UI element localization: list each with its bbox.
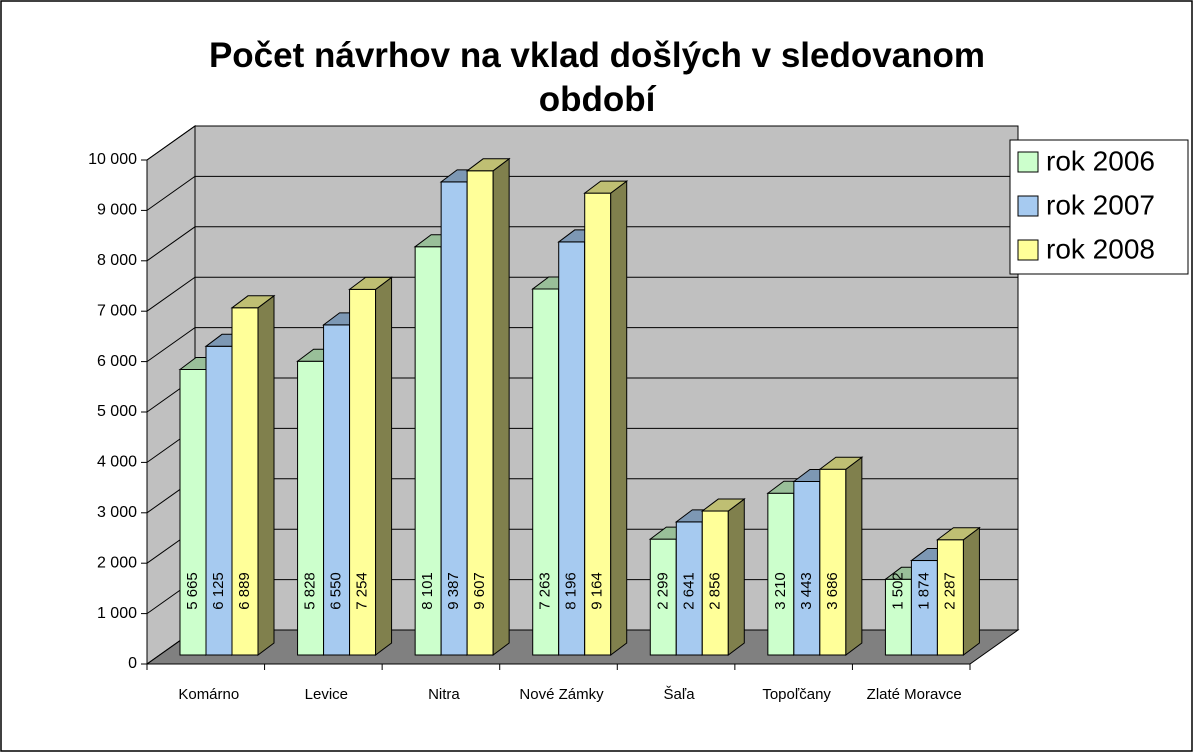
bar-top xyxy=(583,180,629,194)
legend-swatch xyxy=(1017,151,1039,173)
y-tick-label: 5 000 xyxy=(97,403,137,420)
bar-front xyxy=(819,468,847,656)
bar-top xyxy=(700,498,746,512)
x-tick-label: Nové Zámky xyxy=(519,686,604,703)
data-label: 7 254 xyxy=(354,572,371,610)
x-tick-label: Šaľa xyxy=(663,686,695,703)
data-label: 2 641 xyxy=(680,572,697,610)
bar-side xyxy=(610,180,628,656)
legend-swatch xyxy=(1017,239,1039,261)
bar-side xyxy=(375,276,393,656)
grid-line xyxy=(146,276,1018,312)
bar-front xyxy=(532,288,560,656)
legend-label: rok 2008 xyxy=(1046,233,1155,264)
bar xyxy=(230,294,276,656)
grid-line xyxy=(146,327,1018,363)
grid-line xyxy=(146,226,1018,262)
data-label: 9 607 xyxy=(471,572,488,610)
bar-side xyxy=(257,294,275,656)
bar-top xyxy=(348,276,394,290)
bar-front xyxy=(675,521,703,656)
y-tick-label: 6 000 xyxy=(97,353,137,370)
bar-front xyxy=(440,181,468,656)
x-tick-label: Zlaté Moravce xyxy=(866,686,962,703)
legend-swatch xyxy=(1017,195,1039,217)
data-label: 5 665 xyxy=(184,572,201,610)
y-tick-label: 10 000 xyxy=(88,151,137,168)
bar-front xyxy=(297,360,325,656)
data-label: 2 856 xyxy=(706,572,723,610)
data-label: 3 210 xyxy=(772,572,789,610)
bar-front xyxy=(414,246,442,656)
data-label: 8 101 xyxy=(419,572,436,610)
bar-front xyxy=(349,288,377,656)
bar-top xyxy=(465,158,511,172)
y-tick-label: 4 000 xyxy=(97,454,137,471)
bar-side xyxy=(727,498,745,656)
y-tick-label: 2 000 xyxy=(97,554,137,571)
data-label: 5 828 xyxy=(302,572,319,610)
grid-line xyxy=(146,125,1018,161)
bar-front xyxy=(793,480,821,656)
bar-front xyxy=(231,307,259,656)
bar-front xyxy=(701,510,729,656)
data-label: 6 550 xyxy=(328,572,345,610)
bar-top xyxy=(935,527,981,541)
bar xyxy=(818,456,864,656)
x-tick-label: Nitra xyxy=(428,686,460,703)
data-label: 6 125 xyxy=(210,572,227,610)
data-label: 1 502 xyxy=(889,572,906,610)
bar-front xyxy=(323,324,351,656)
bar-side xyxy=(845,456,863,656)
y-tick-label: 8 000 xyxy=(97,252,137,269)
x-tick-label: Komárno xyxy=(178,686,240,703)
chart-title: Počet návrhov na vklad došlých v sledova… xyxy=(208,36,986,119)
data-label: 9 387 xyxy=(445,572,462,610)
bar xyxy=(700,498,746,656)
data-label: 3 686 xyxy=(824,572,841,610)
bar-side xyxy=(962,526,980,656)
bar-side xyxy=(492,157,510,656)
legend-box xyxy=(1009,139,1189,275)
legend-label: rok 2007 xyxy=(1046,189,1155,220)
y-tick-label: 9 000 xyxy=(97,202,137,219)
bar xyxy=(465,157,511,656)
y-tick-label: 7 000 xyxy=(97,302,137,319)
data-label: 3 443 xyxy=(798,572,815,610)
y-tick-label: 1 000 xyxy=(97,605,137,622)
x-tick-label: Levice xyxy=(304,686,349,703)
data-label: 1 874 xyxy=(915,572,932,610)
data-label: 2 299 xyxy=(654,572,671,610)
bar-front xyxy=(910,560,938,656)
bar-front xyxy=(767,492,795,656)
grid-line xyxy=(146,175,1018,211)
bar-front xyxy=(205,345,233,656)
bar-top xyxy=(818,456,864,470)
bar-front xyxy=(179,368,207,656)
data-label: 9 164 xyxy=(589,572,606,610)
bar-front xyxy=(584,192,612,656)
legend-label: rok 2006 xyxy=(1046,145,1155,176)
data-label: 7 263 xyxy=(537,572,554,610)
data-label: 2 287 xyxy=(941,572,958,610)
y-tick-label: 3 000 xyxy=(97,504,137,521)
bar-top xyxy=(230,295,276,309)
x-tick-label: Topoľčany xyxy=(762,686,831,703)
bar-front xyxy=(558,241,586,656)
bar xyxy=(583,180,629,656)
data-label: 8 196 xyxy=(563,572,580,610)
bar xyxy=(935,526,981,656)
y-tick-label: 0 xyxy=(128,655,137,672)
data-label: 6 889 xyxy=(236,572,253,610)
bar-front xyxy=(466,170,494,656)
bar xyxy=(348,276,394,656)
